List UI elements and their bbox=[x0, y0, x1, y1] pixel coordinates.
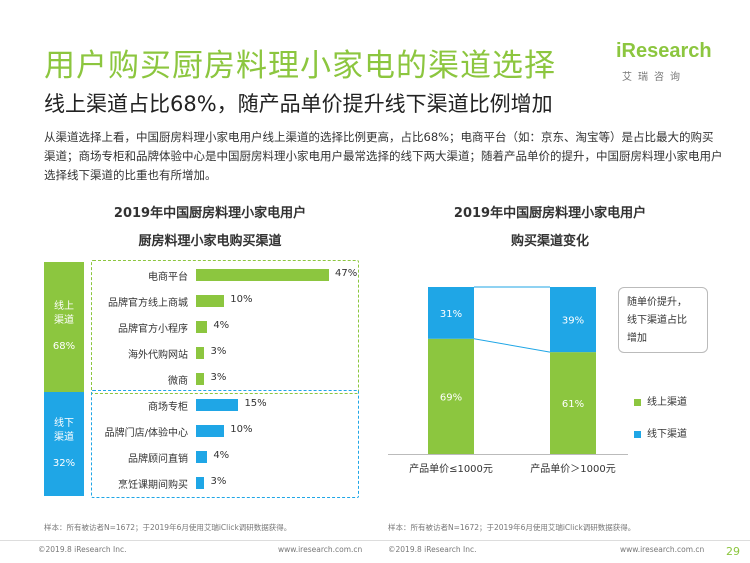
bar-category-label: 海外代购网站 bbox=[128, 350, 188, 361]
bar-value-label: 47% bbox=[335, 268, 358, 279]
bar-category-label: 电商平台 bbox=[148, 272, 188, 283]
channel-chart-title-line2: 厨房料理小家电购买渠道 bbox=[138, 234, 282, 249]
logo-chinese-name: 艾瑞咨询 bbox=[622, 72, 686, 83]
connector-line-mid bbox=[473, 338, 551, 353]
price-trend-callout: 随单价提升， 线下渠道占比 增加 bbox=[618, 287, 708, 353]
segment-label-online: 61% bbox=[562, 399, 584, 410]
bar-category-label: 微商 bbox=[168, 376, 188, 387]
callout-line-2: 线下渠道占比 bbox=[627, 315, 687, 326]
bar-value-label: 4% bbox=[213, 450, 230, 461]
callout-line-1: 随单价提升， bbox=[627, 297, 687, 308]
bar-value-label: 4% bbox=[213, 320, 230, 331]
channel-trend-stacked-chart: 69% 31% 产品单价≤1000元 61% 39% 产品单价＞1000元 bbox=[388, 286, 628, 475]
trend-chart-title-line1: 2019年中国厨房料理小家电用户 bbox=[453, 206, 647, 221]
bar-value-label: 3% bbox=[210, 372, 227, 383]
segment-label-offline: 39% bbox=[562, 316, 584, 327]
bar-category-label: 品牌顾问直销 bbox=[128, 454, 188, 465]
legend-item-online: 线上渠道 bbox=[634, 393, 687, 408]
group-label-line2: 渠道 bbox=[54, 432, 74, 443]
legend-label-online: 线上渠道 bbox=[647, 397, 687, 408]
trend-chart-title: 2019年中国厨房料理小家电用户 购买渠道变化 bbox=[380, 200, 720, 256]
logo-wordmark: iResearch bbox=[616, 40, 712, 62]
legend-item-offline: 线下渠道 bbox=[634, 425, 687, 440]
channel-chart-title: 2019年中国厨房料理小家电用户 厨房料理小家电购买渠道 bbox=[50, 200, 370, 256]
left-copyright: ©2019.8 iResearch Inc. bbox=[38, 545, 127, 554]
x-tick-label: 产品单价≤1000元 bbox=[409, 462, 493, 475]
bar-value-label: 15% bbox=[244, 398, 267, 409]
bar bbox=[196, 425, 225, 437]
bar-value-label: 3% bbox=[210, 346, 227, 357]
trend-chart-legend: 线上渠道 线下渠道 bbox=[634, 393, 734, 443]
footer-divider bbox=[0, 540, 750, 541]
callout-line-3: 增加 bbox=[627, 333, 647, 344]
segment-label-offline: 31% bbox=[440, 309, 462, 320]
bar bbox=[196, 295, 225, 307]
bar-value-label: 3% bbox=[210, 476, 227, 487]
bar bbox=[196, 347, 205, 359]
group-label-line2: 渠道 bbox=[54, 315, 74, 326]
bar bbox=[196, 477, 205, 489]
online-group-label: 线上渠道 68% bbox=[44, 262, 84, 392]
left-url[interactable]: www.iresearch.com.cn bbox=[278, 545, 363, 554]
bar-value-label: 10% bbox=[230, 424, 253, 435]
left-sample-note: 样本：所有被访者N=1672；于2019年6月使用艾瑞iClick调研数据获得。 bbox=[44, 523, 292, 532]
group-label-line1: 线上 bbox=[54, 301, 74, 312]
channel-chart-title-line1: 2019年中国厨房料理小家电用户 bbox=[113, 206, 307, 221]
bar-value-label: 10% bbox=[230, 294, 253, 305]
intro-paragraph: 从渠道选择上看，中国厨房料理小家电用户线上渠道的选择比例更高，占比68%；电商平… bbox=[44, 130, 723, 182]
page-number: 29 bbox=[726, 545, 740, 558]
bar bbox=[196, 321, 208, 333]
bar bbox=[196, 373, 205, 385]
bar-category-label: 商场专柜 bbox=[148, 402, 188, 413]
bar bbox=[196, 399, 239, 411]
right-copyright: ©2019.8 iResearch Inc. bbox=[388, 545, 477, 554]
offline-group-label: 线下渠道 32% bbox=[44, 392, 84, 496]
trend-chart-title-line2: 购买渠道变化 bbox=[510, 234, 589, 249]
right-sample-note: 样本：所有被访者N=1672；于2019年6月使用艾瑞iClick调研数据获得。 bbox=[388, 523, 636, 532]
page-subtitle: 线上渠道占比68%，随产品单价提升线下渠道比例增加 bbox=[44, 92, 553, 116]
bar-segment-online bbox=[550, 352, 596, 454]
legend-swatch-online bbox=[634, 398, 641, 406]
right-url[interactable]: www.iresearch.com.cn bbox=[620, 545, 705, 554]
bar bbox=[196, 269, 329, 281]
page-title: 用户购买厨房料理小家电的渠道选择 bbox=[44, 48, 556, 84]
bar-category-label: 品牌官方小程序 bbox=[118, 324, 188, 335]
bar-category-label: 烹饪课期间购买 bbox=[118, 480, 188, 491]
legend-swatch-offline bbox=[634, 430, 641, 438]
bar-segment-offline bbox=[550, 287, 596, 353]
bar-category-label: 品牌门店/体验中心 bbox=[104, 428, 188, 439]
x-tick-label: 产品单价＞1000元 bbox=[530, 462, 615, 475]
bar-category-label: 品牌官方线上商城 bbox=[108, 298, 188, 309]
group-label-line1: 线下 bbox=[54, 418, 74, 429]
bar bbox=[196, 451, 208, 463]
segment-label-online: 69% bbox=[440, 392, 462, 403]
group-share-value: 32% bbox=[52, 458, 76, 469]
group-share-value: 68% bbox=[52, 341, 76, 352]
bar-segment-offline bbox=[428, 287, 474, 339]
online-group-box bbox=[91, 260, 359, 394]
offline-group-box bbox=[91, 390, 359, 498]
bar-segment-online bbox=[428, 338, 474, 454]
iresearch-logo: iResearch 艾瑞咨询 bbox=[616, 40, 726, 86]
legend-label-offline: 线下渠道 bbox=[647, 429, 687, 440]
